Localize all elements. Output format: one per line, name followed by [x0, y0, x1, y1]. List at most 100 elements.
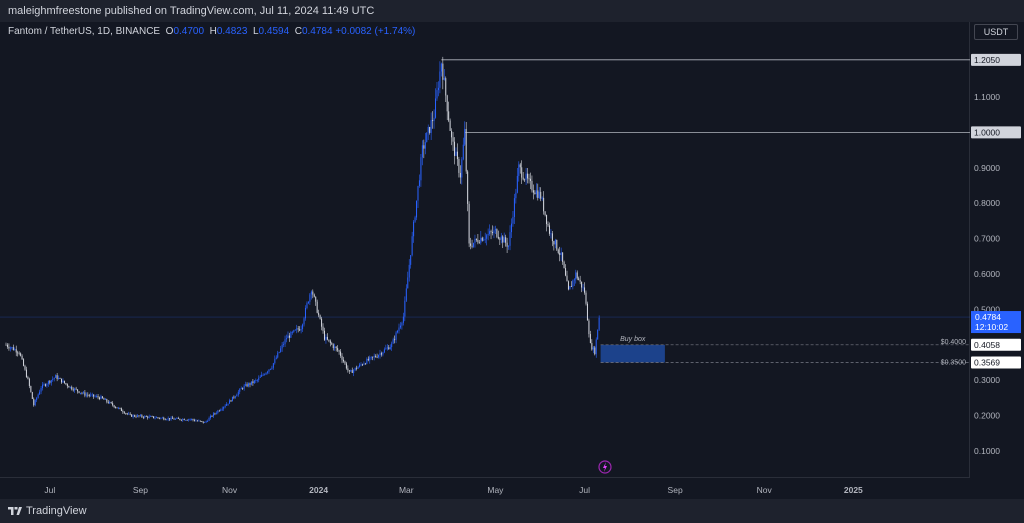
candle-body[interactable]	[589, 334, 591, 344]
candle-body[interactable]	[245, 384, 247, 386]
candle-body[interactable]	[183, 419, 185, 421]
candle-body[interactable]	[94, 396, 96, 398]
candle-body[interactable]	[541, 197, 543, 199]
candle-body[interactable]	[382, 352, 384, 355]
candle-body[interactable]	[484, 238, 486, 240]
candle-body[interactable]	[43, 384, 45, 386]
candle-body[interactable]	[458, 159, 460, 173]
buy-box-rect[interactable]	[600, 344, 665, 363]
candle-body[interactable]	[595, 339, 597, 355]
candle-body[interactable]	[188, 419, 190, 421]
candle-body[interactable]	[497, 236, 499, 239]
candle-body[interactable]	[198, 420, 200, 422]
candle-body[interactable]	[531, 180, 533, 191]
candle-body[interactable]	[12, 347, 14, 351]
candle-body[interactable]	[401, 322, 403, 326]
candle-body[interactable]	[417, 185, 419, 201]
candle-body[interactable]	[120, 408, 122, 412]
candle-body[interactable]	[424, 142, 426, 149]
candle-body[interactable]	[278, 351, 280, 353]
candle-body[interactable]	[315, 296, 317, 302]
candle-body[interactable]	[426, 132, 428, 143]
candle-body[interactable]	[543, 197, 545, 212]
candle-body[interactable]	[591, 343, 593, 350]
candle-body[interactable]	[46, 384, 48, 386]
candle-body[interactable]	[98, 397, 101, 399]
candle-body[interactable]	[30, 386, 32, 393]
candle-body[interactable]	[170, 417, 172, 420]
candle-body[interactable]	[328, 339, 330, 341]
candle-body[interactable]	[37, 394, 39, 398]
candle-body[interactable]	[56, 375, 58, 380]
candle-body[interactable]	[65, 383, 67, 385]
candle-body[interactable]	[513, 198, 515, 217]
candle-body[interactable]	[592, 347, 594, 350]
candle-body[interactable]	[414, 217, 416, 222]
candle-body[interactable]	[370, 356, 372, 358]
candle-body[interactable]	[397, 330, 399, 333]
candle-body[interactable]	[296, 328, 298, 330]
candle-body[interactable]	[128, 413, 130, 415]
candle-body[interactable]	[560, 252, 562, 256]
time-axis-labels[interactable]: Jul Sep Nov 2024 Mar May Jul Sep Nov 2025	[0, 478, 970, 500]
candle-body[interactable]	[275, 357, 277, 359]
candle-body[interactable]	[493, 230, 495, 234]
candle-body[interactable]	[547, 224, 549, 226]
candle-body[interactable]	[573, 279, 575, 281]
candle-body[interactable]	[360, 364, 362, 366]
candle-body[interactable]	[151, 416, 153, 418]
candle-body[interactable]	[24, 365, 26, 370]
candle-body[interactable]	[550, 233, 552, 235]
candle-body[interactable]	[106, 399, 108, 402]
candle-body[interactable]	[100, 396, 102, 399]
candle-body[interactable]	[323, 330, 325, 340]
candle-body[interactable]	[410, 255, 412, 265]
candle-body[interactable]	[122, 411, 124, 413]
candle-body[interactable]	[491, 232, 494, 234]
candle-body[interactable]	[516, 175, 518, 193]
candle-body[interactable]	[205, 421, 207, 423]
candle-body[interactable]	[467, 171, 469, 204]
candle-body[interactable]	[88, 395, 90, 396]
candle-body[interactable]	[300, 329, 302, 331]
candle-body[interactable]	[566, 275, 568, 282]
candle-body[interactable]	[378, 355, 380, 358]
candlestick-chart[interactable]: Buy box $0.4000 $0.3500	[0, 22, 970, 477]
candle-body[interactable]	[361, 364, 363, 366]
candle-body[interactable]	[231, 396, 233, 402]
candle-body[interactable]	[87, 394, 89, 396]
candle-body[interactable]	[306, 303, 308, 308]
candle-body[interactable]	[47, 381, 49, 385]
candle-body[interactable]	[502, 236, 504, 243]
candle-body[interactable]	[597, 329, 599, 340]
candle-body[interactable]	[576, 272, 578, 279]
candle-body[interactable]	[227, 403, 229, 405]
candle-body[interactable]	[363, 363, 365, 365]
candle-body[interactable]	[481, 237, 483, 241]
candle-body[interactable]	[11, 347, 13, 348]
candle-body[interactable]	[456, 151, 458, 160]
candle-body[interactable]	[191, 419, 193, 420]
candle-body[interactable]	[125, 413, 127, 415]
candle-body[interactable]	[575, 272, 577, 280]
candle-body[interactable]	[559, 253, 561, 256]
candle-body[interactable]	[113, 405, 115, 408]
candle-body[interactable]	[521, 167, 523, 178]
candle-body[interactable]	[169, 418, 171, 420]
candle-body[interactable]	[442, 63, 444, 80]
candle-body[interactable]	[478, 242, 480, 244]
candle-body[interactable]	[519, 164, 521, 168]
candle-body[interactable]	[294, 329, 296, 331]
candle-body[interactable]	[132, 415, 134, 417]
candle-body[interactable]	[27, 377, 29, 379]
candle-body[interactable]	[389, 347, 391, 350]
candle-body[interactable]	[58, 378, 60, 380]
candle-body[interactable]	[435, 98, 437, 118]
candle-body[interactable]	[503, 237, 505, 243]
candle-body[interactable]	[63, 380, 65, 384]
candle-body[interactable]	[212, 413, 214, 417]
candle-body[interactable]	[189, 419, 191, 421]
candle-body[interactable]	[395, 332, 397, 340]
candle-body[interactable]	[85, 394, 87, 396]
candle-body[interactable]	[179, 418, 181, 420]
